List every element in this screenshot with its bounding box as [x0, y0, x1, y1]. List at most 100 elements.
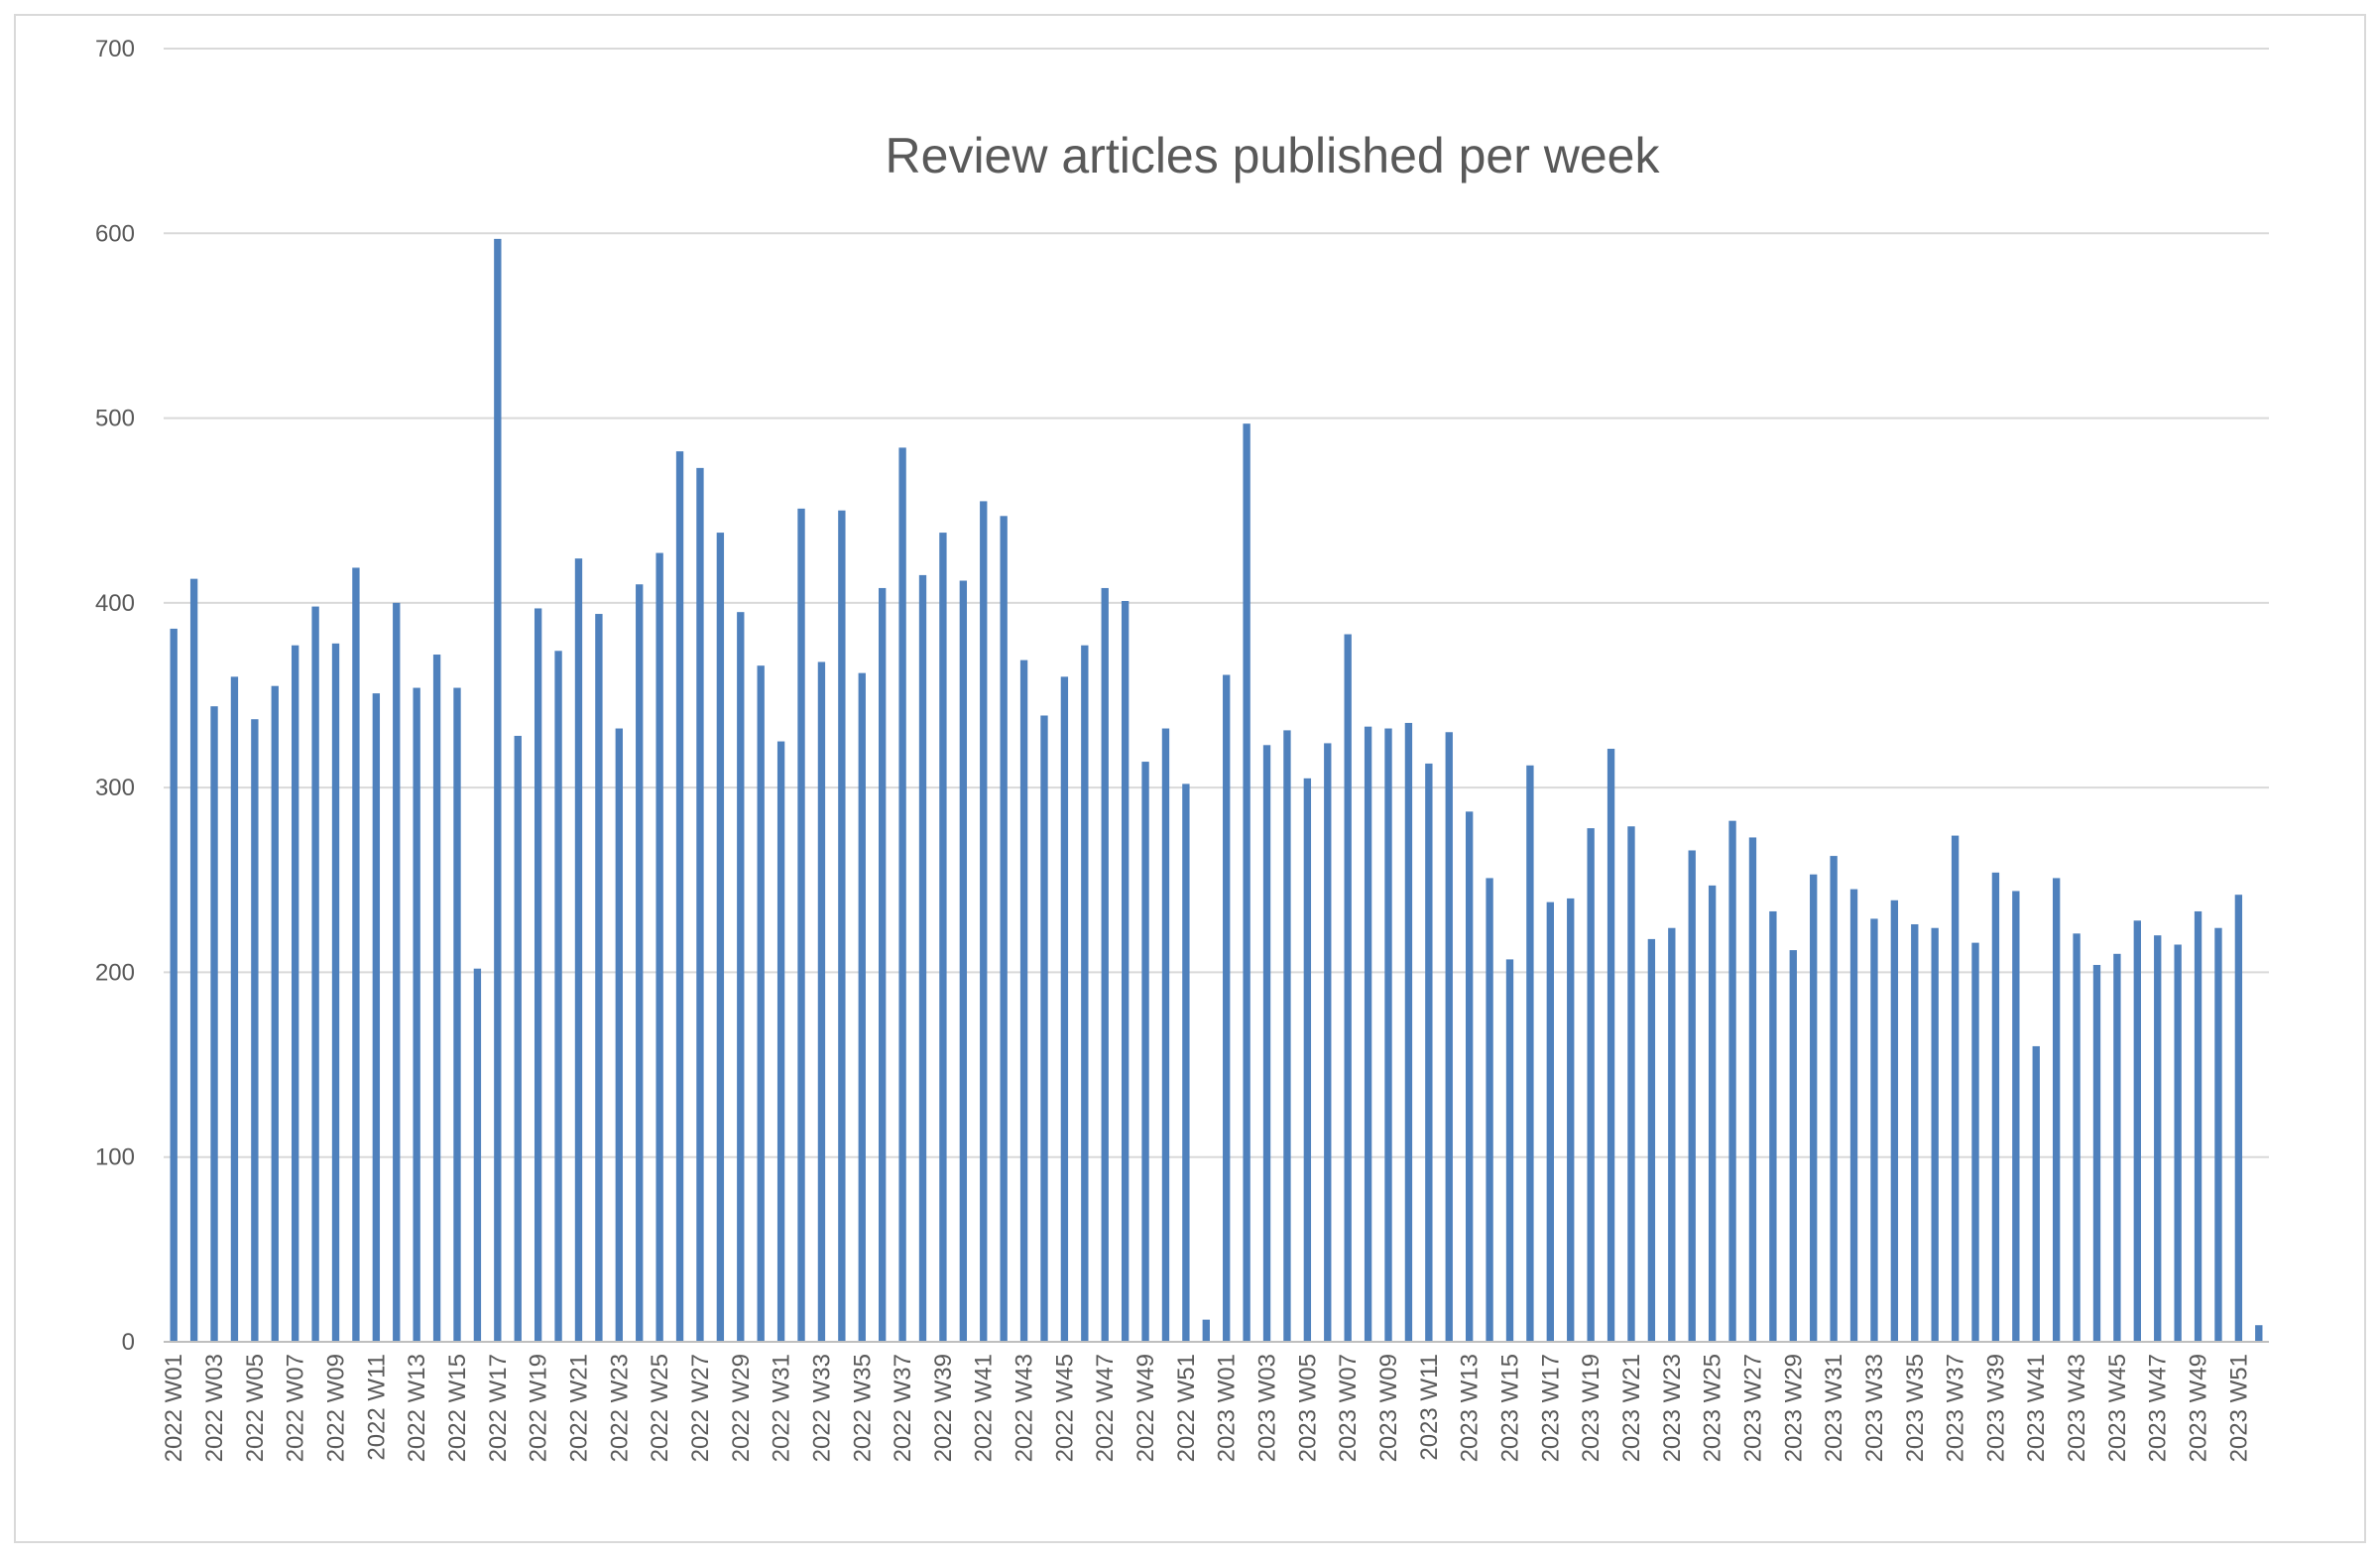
bar — [776, 741, 785, 1342]
bar — [696, 467, 704, 1342]
bar — [432, 655, 441, 1342]
bar — [716, 533, 725, 1342]
x-tick-label: 2023 W21 — [1618, 1354, 1645, 1462]
bar — [838, 510, 846, 1342]
x-tick-label: 2022 W49 — [1132, 1354, 1159, 1462]
bar — [879, 587, 887, 1342]
bar — [655, 552, 663, 1342]
x-tick-label: 2023 W49 — [2186, 1354, 2212, 1462]
x-tick-label: 2022 W37 — [890, 1354, 916, 1462]
bar — [1647, 938, 1656, 1342]
x-tick-label: 2023 W33 — [1861, 1354, 1888, 1462]
bar — [1182, 783, 1190, 1342]
x-tick-label: 2022 W05 — [242, 1354, 269, 1462]
y-tick-label: 400 — [95, 590, 135, 617]
x-tick-label: 2022 W09 — [323, 1354, 350, 1462]
bar — [757, 665, 765, 1342]
bar — [1728, 820, 1736, 1342]
bar — [1101, 587, 1109, 1342]
bar — [494, 238, 502, 1342]
bar — [1486, 878, 1493, 1342]
bar — [2214, 927, 2222, 1342]
x-tick-label: 2022 W41 — [971, 1354, 998, 1462]
bar — [271, 685, 279, 1342]
x-tick-label: 2023 W19 — [1578, 1354, 1605, 1462]
bar — [2133, 920, 2141, 1342]
bar — [1526, 765, 1534, 1342]
bar — [1870, 918, 1878, 1342]
bar — [1627, 826, 1635, 1342]
x-tick-label: 2022 W35 — [849, 1354, 876, 1462]
bar — [1364, 726, 1372, 1342]
bar — [1567, 898, 1575, 1342]
bar — [1060, 676, 1069, 1342]
x-tick-label: 2023 W13 — [1457, 1354, 1484, 1462]
x-tick-label: 2022 W03 — [201, 1354, 228, 1462]
bar — [1810, 874, 1818, 1342]
x-tick-label: 2022 W43 — [1012, 1354, 1038, 1462]
bar — [817, 661, 826, 1342]
x-tick-label: 2022 W31 — [769, 1354, 795, 1462]
bar — [1688, 850, 1696, 1342]
y-tick-label: 500 — [95, 406, 135, 432]
bar — [1931, 927, 1939, 1342]
bar — [980, 501, 988, 1342]
bar — [210, 706, 218, 1342]
bar — [1606, 749, 1615, 1342]
bar — [898, 447, 906, 1342]
bar — [2012, 891, 2020, 1342]
bar — [372, 693, 381, 1342]
bar — [636, 584, 644, 1342]
bar — [1425, 763, 1433, 1342]
bar — [1141, 762, 1149, 1342]
y-tick-label: 700 — [95, 36, 135, 62]
x-tick-label: 2023 W05 — [1294, 1354, 1321, 1462]
x-tick-label: 2023 W47 — [2145, 1354, 2172, 1462]
bar — [1587, 828, 1595, 1342]
bar — [1161, 728, 1170, 1342]
x-tick-label: 2022 W39 — [930, 1354, 957, 1462]
x-axis-tick-labels: 2022 W01 2022 W03 2022 W05 2022 W07 2022 W09… — [161, 1354, 2252, 1462]
bar — [1404, 722, 1413, 1342]
bar — [1019, 660, 1028, 1342]
bar — [1789, 950, 1797, 1342]
x-tick-label: 2022 W25 — [647, 1354, 673, 1462]
bar — [230, 676, 239, 1342]
bar — [292, 645, 299, 1342]
x-tick-label: 2022 W23 — [606, 1354, 633, 1462]
bar — [1202, 1319, 1210, 1342]
bar — [2052, 878, 2061, 1342]
bar — [2174, 944, 2182, 1342]
bar — [2092, 964, 2101, 1342]
y-tick-label: 0 — [122, 1329, 135, 1356]
bar — [2032, 1045, 2040, 1342]
bar — [1951, 835, 1960, 1342]
x-tick-label: 2022 W45 — [1051, 1354, 1078, 1462]
bar — [1465, 811, 1474, 1342]
bar — [352, 567, 360, 1342]
bar — [1769, 910, 1777, 1342]
x-tick-label: 2023 W51 — [2225, 1354, 2252, 1462]
bar — [615, 728, 623, 1342]
bar — [1303, 778, 1312, 1342]
bar — [2255, 1325, 2263, 1342]
bar — [1283, 730, 1291, 1342]
bar — [251, 719, 259, 1342]
bar — [2113, 953, 2121, 1342]
bar — [1081, 645, 1089, 1342]
bar — [1911, 923, 1919, 1342]
x-tick-label: 2022 W29 — [728, 1354, 755, 1462]
bar — [1849, 889, 1858, 1342]
bar — [675, 451, 684, 1343]
x-tick-label: 2023 W23 — [1659, 1354, 1686, 1462]
x-tick-label: 2022 W21 — [565, 1354, 592, 1462]
bar — [2073, 933, 2081, 1342]
bar — [453, 687, 461, 1342]
bar — [2234, 895, 2243, 1342]
bar — [473, 968, 482, 1342]
bar — [595, 614, 603, 1342]
x-tick-label: 2022 W19 — [526, 1354, 552, 1462]
x-tick-label: 2023 W17 — [1537, 1354, 1564, 1462]
bar — [1505, 959, 1514, 1342]
